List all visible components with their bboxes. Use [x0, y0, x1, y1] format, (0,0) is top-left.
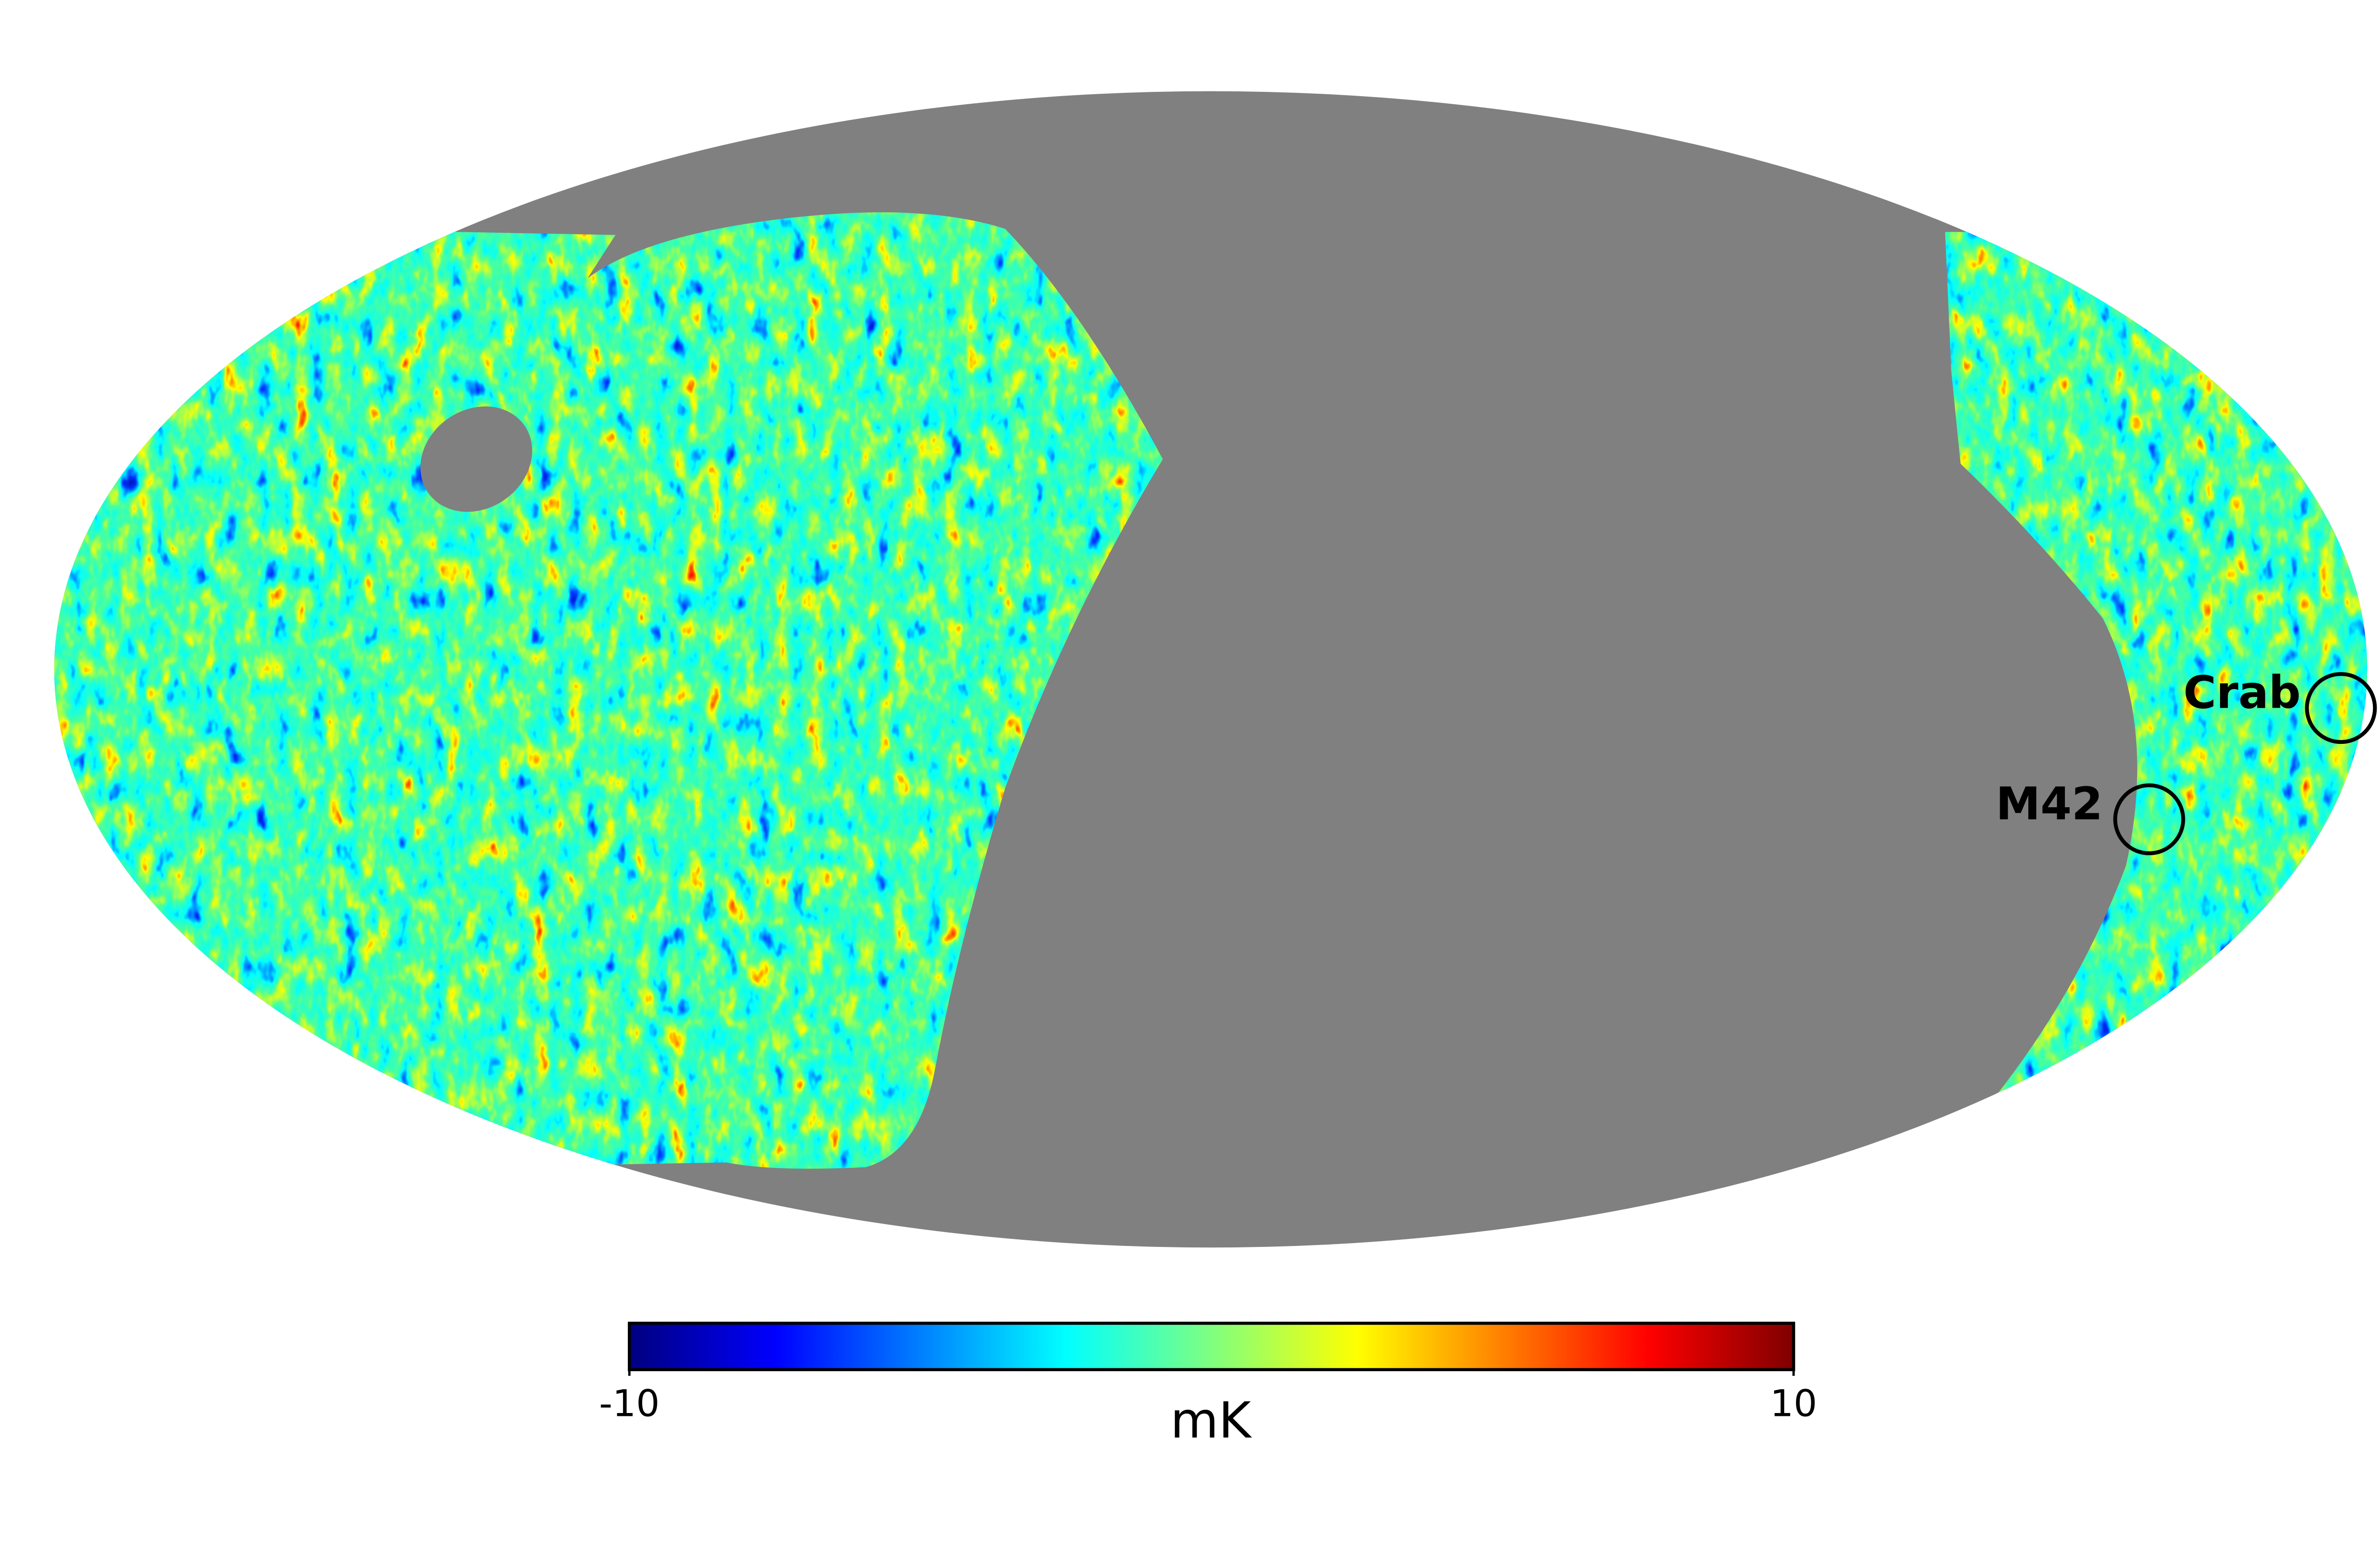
source-circle: [2305, 672, 2377, 744]
mask-hole: [420, 406, 533, 512]
colorbar-tick-label: -10: [599, 1382, 660, 1425]
colorbar-tick-label: 10: [1770, 1382, 1817, 1425]
source-label: Crab: [2183, 667, 2301, 719]
colorbar-label: mK: [1170, 1392, 1252, 1450]
source-circle: [2113, 783, 2185, 856]
source-label: M42: [1996, 779, 2103, 830]
colorbar: [627, 1322, 1795, 1372]
